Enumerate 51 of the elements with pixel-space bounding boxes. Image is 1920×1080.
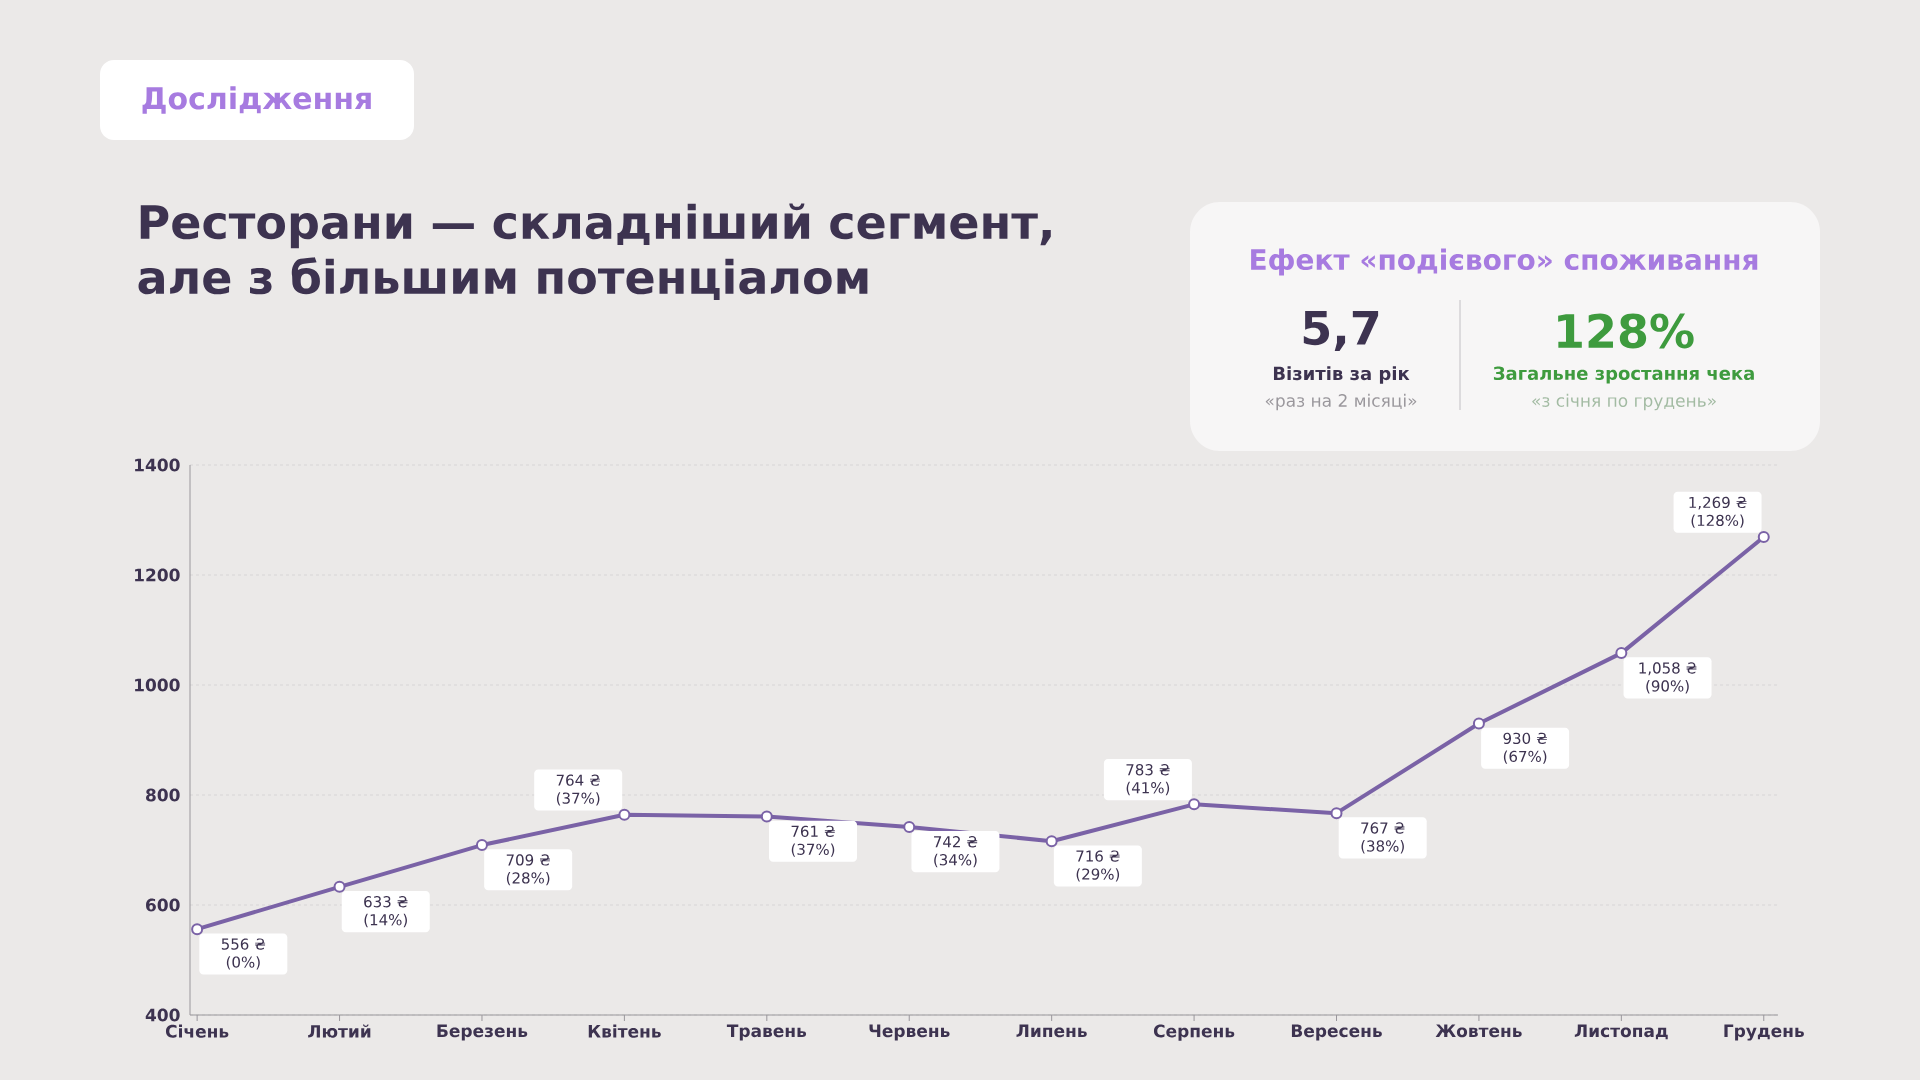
x-tick-label: Грудень (1724, 1024, 1804, 1041)
x-tick-label: Квітень (588, 1024, 661, 1038)
data-label: 767 ₴ (38%) (1361, 822, 1405, 854)
x-tick-label: Лютий (308, 1024, 371, 1038)
data-label: 1,058 ₴ (90%) (1639, 662, 1697, 694)
x-tick-label: Липень (1016, 1024, 1087, 1038)
x-tick-label: Січень (165, 1024, 229, 1038)
point (903, 820, 916, 833)
x-tick-label: Травень (726, 1024, 807, 1041)
data-label: 556 ₴ (0%) (221, 938, 266, 970)
y-tick-label: 400 (145, 1008, 180, 1022)
text: «з січня по грудень» (1532, 393, 1716, 411)
data-label: 930 ₴ (67%) (1503, 732, 1547, 764)
x-tick-label: Серпень (1153, 1024, 1235, 1041)
y-tick-label: 1400 (135, 458, 180, 472)
y-tick-label: 1200 (135, 568, 180, 582)
text: Дослідження (142, 86, 371, 114)
data-label: 761 ₴ (37%) (791, 825, 835, 857)
text: Ефект «подієвого» споживання (1251, 248, 1758, 276)
point (191, 923, 204, 936)
data-label: 742 ₴ (34%) (934, 836, 978, 868)
chart-title: Ресторани — складніший сегмент, але з більшим потенціалом (138, 203, 1051, 301)
data-label: 1,269 ₴ (128%) (1689, 496, 1747, 528)
text: Загальне зростання чека (1493, 366, 1754, 384)
y-tick-label: 1000 (135, 678, 180, 692)
data-label: 709 ₴ (28%) (506, 854, 550, 886)
point (1188, 798, 1201, 811)
point (1472, 717, 1485, 730)
text: Візитів за рік (1273, 366, 1410, 384)
data-label: 764 ₴ (37%) (556, 774, 600, 806)
point (1045, 835, 1058, 848)
y-tick-label: 600 (146, 898, 180, 912)
text: «раз на 2 місяці» (1265, 393, 1417, 411)
y-tick-label: 800 (146, 788, 180, 802)
x-tick-label: Жовтень (1435, 1024, 1522, 1038)
x-tick-label: Листопад (1574, 1024, 1668, 1040)
x-tick-label: Березень (437, 1024, 528, 1041)
data-label: 716 ₴ (29%) (1076, 850, 1120, 882)
point (618, 808, 631, 821)
point (1757, 531, 1770, 544)
point (1330, 807, 1343, 820)
point (333, 880, 346, 893)
text: 128% (1558, 313, 1694, 349)
x-tick-label: Вересень (1291, 1024, 1382, 1041)
x-tick-label: Червень (869, 1024, 950, 1041)
data-label: 633 ₴ (14%) (364, 896, 408, 928)
text: 5,7 (1303, 310, 1379, 352)
point (475, 839, 488, 852)
data-label: 783 ₴ (41%) (1126, 764, 1170, 796)
point (760, 810, 773, 823)
point (1615, 647, 1628, 660)
